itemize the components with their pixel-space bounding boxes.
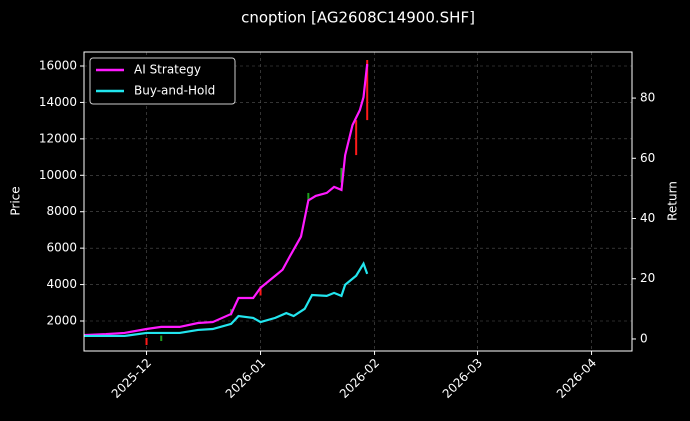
y-axis-label: Price [9, 186, 23, 215]
y-tick-label: 16000 [39, 59, 77, 73]
legend-label: Buy-and-Hold [134, 84, 215, 98]
legend-label: AI Strategy [134, 63, 201, 77]
y2-tick-label: 60 [640, 151, 655, 165]
x-tick-label: 2026-02 [337, 356, 382, 401]
x-tick-label: 2025-12 [109, 356, 154, 401]
y2-tick-label: 20 [640, 271, 655, 285]
legend-box [89, 57, 236, 105]
x-tick-label: 2026-04 [554, 356, 599, 401]
y-tick-label: 4000 [46, 277, 77, 291]
y2-tick-label: 80 [640, 91, 655, 105]
y2-tick-label: 40 [640, 211, 655, 225]
y2-tick-label: 0 [640, 331, 648, 345]
y-tick-label: 2000 [46, 314, 77, 328]
y2-axis-label: Return [666, 181, 680, 221]
line-series [84, 261, 369, 338]
line-series [83, 63, 369, 337]
y-tick-label: 10000 [39, 168, 77, 182]
y-tick-label: 12000 [39, 131, 77, 145]
x-tick-label: 2026-01 [223, 356, 268, 401]
plot-frame [83, 51, 633, 352]
x-tick-label: 2026-03 [440, 356, 485, 401]
legend: AI Strategy Buy-and-Hold [89, 57, 236, 105]
chart-title: cnoption [AG2608C14900.SHF] [241, 9, 475, 27]
y-tick-label: 8000 [46, 204, 77, 218]
y-tick-label: 14000 [39, 95, 77, 109]
y-tick-label: 6000 [46, 241, 77, 255]
